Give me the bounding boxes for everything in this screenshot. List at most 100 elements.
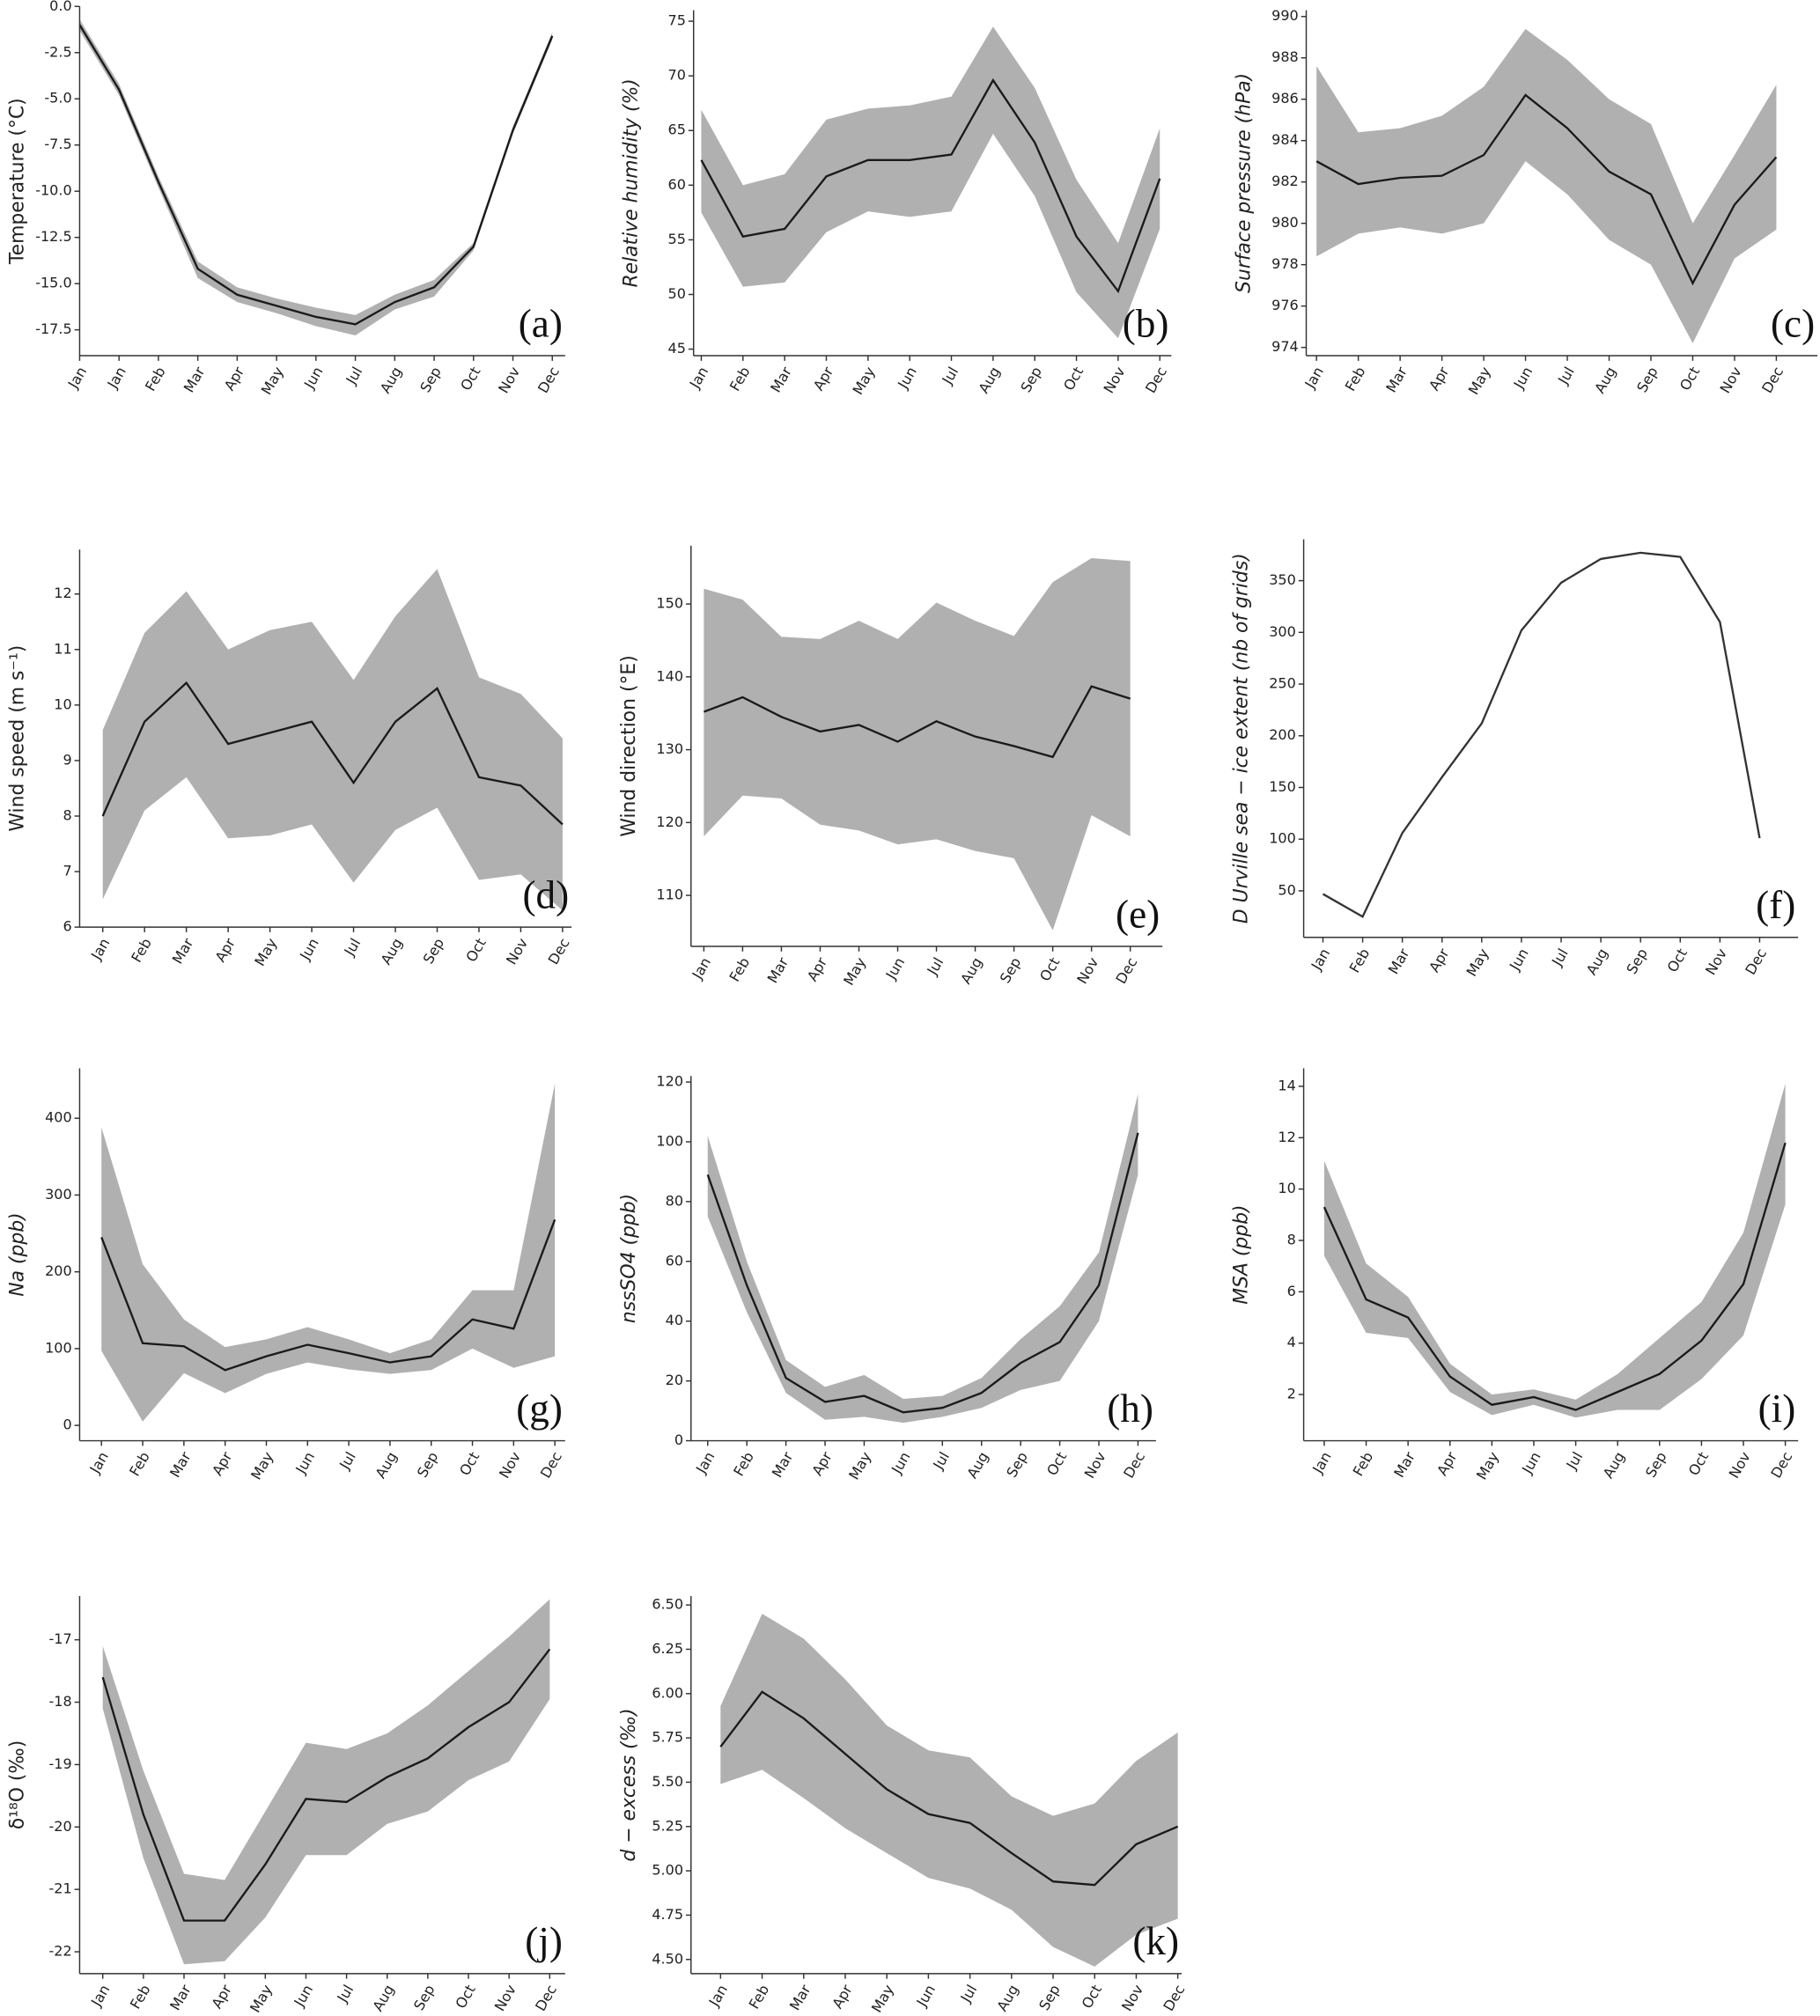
confidence-band	[707, 1093, 1138, 1424]
x-tick-label: Sep	[420, 935, 448, 967]
x-tick-label: Jul	[929, 1449, 953, 1473]
y-tick-label: 200	[1269, 726, 1296, 743]
y-tick-label: 8	[63, 806, 71, 823]
x-tick-label: Mar	[181, 364, 209, 395]
x-tick-label: Sep	[1017, 364, 1045, 395]
x-tick-label: Oct	[1685, 1449, 1712, 1479]
panel-label: (d)	[522, 872, 569, 916]
x-tick-label: Nov	[1073, 954, 1102, 987]
x-tick-label: Nov	[1726, 1448, 1754, 1481]
panel-label: (a)	[519, 301, 563, 345]
x-tick-label: Jul	[924, 954, 947, 978]
x-tick-label: Dec	[1112, 954, 1140, 986]
x-tick-label: Apr	[804, 954, 831, 984]
panel-label: (b)	[1123, 301, 1169, 345]
x-tick-label: Jan	[87, 1982, 113, 2010]
confidence-band	[701, 26, 1161, 339]
panel-label: (g)	[516, 1387, 563, 1431]
x-tick-label: Jan	[692, 1449, 718, 1477]
mean-line	[101, 681, 564, 826]
x-tick-label: Aug	[963, 1449, 991, 1482]
y-tick-label: 55	[668, 231, 686, 247]
x-tick-label: Feb	[746, 1982, 773, 2012]
x-tick-label: Oct	[1079, 1982, 1105, 2012]
y-tick-label: 974	[1271, 338, 1299, 355]
x-tick-label: Apr	[829, 1982, 856, 2012]
x-tick-label: Jun	[1506, 945, 1531, 974]
y-tick-label: 50	[668, 285, 686, 302]
x-tick-label: Feb	[1342, 364, 1369, 394]
y-tick-label: 130	[656, 740, 683, 757]
x-tick-label: Dec	[1160, 1982, 1188, 2013]
y-axis-label: MSA (ppb)	[1231, 1204, 1253, 1304]
x-tick-label: Apr	[1433, 1449, 1461, 1479]
x-tick-label: Dec	[532, 1982, 560, 2013]
y-tick-label: -18	[48, 1693, 71, 1710]
x-tick-label: Aug	[377, 364, 405, 396]
y-tick-label: -10.0	[35, 182, 71, 199]
x-tick-label: Dec	[1767, 1449, 1795, 1481]
y-tick-label: 0	[63, 1416, 71, 1433]
x-tick-label: Nov	[1702, 945, 1730, 978]
y-tick-label: 40	[666, 1312, 683, 1328]
x-tick-label: Sep	[410, 1982, 438, 2013]
x-tick-label: Dec	[1142, 364, 1170, 395]
x-tick-label: Mar	[1385, 945, 1413, 977]
panel-label: (i)	[1758, 1387, 1796, 1431]
x-tick-label: Feb	[127, 1982, 154, 2012]
y-tick-label: 0	[674, 1431, 683, 1448]
x-tick-label: Jun	[296, 935, 321, 963]
y-tick-label: -21	[48, 1880, 71, 1897]
y-axis-label: d − excess (‰)	[618, 1708, 640, 1861]
panel-label: (k)	[1132, 1919, 1179, 1963]
x-tick-label: May	[251, 935, 280, 969]
y-axis-label: Wind speed (m s⁻¹)	[6, 645, 28, 832]
y-tick-label: 45	[668, 340, 686, 357]
mean-line	[78, 24, 554, 326]
y-tick-label: 10	[54, 695, 71, 712]
y-tick-label: 6.50	[652, 1596, 683, 1613]
y-tick-label: 10	[1278, 1180, 1295, 1196]
mean-line	[1323, 1142, 1787, 1411]
y-tick-label: -2.5	[44, 43, 71, 60]
x-tick-label: Jan	[64, 364, 90, 392]
y-tick-label: 982	[1271, 173, 1299, 189]
x-tick-label: Mar	[166, 1449, 195, 1481]
y-tick-label: 976	[1271, 297, 1299, 313]
x-tick-label: Jul	[1563, 1449, 1587, 1473]
x-tick-label: Jan	[104, 364, 129, 392]
x-tick-label: Sep	[997, 954, 1025, 986]
panel: 974 976 978 980 982 984 986 988 990 Jan Feb Mar Apr M…	[1233, 7, 1818, 398]
x-tick-label: May	[1473, 1448, 1502, 1483]
x-tick-label: Jan	[686, 364, 711, 392]
x-tick-label: Nov	[1118, 1982, 1146, 2014]
panel: 4.50 4.75 5.00 5.25 5.50 5.75 6.00 6.25 6.50 Jan F…	[618, 1596, 1189, 2016]
panel-label: (c)	[1771, 301, 1815, 345]
x-tick-label: Sep	[1633, 364, 1662, 395]
x-tick-label: Jun	[888, 1449, 913, 1477]
y-tick-label: 7	[63, 863, 71, 879]
y-tick-label: 300	[1269, 623, 1296, 640]
x-tick-label: Jan	[689, 954, 714, 982]
x-tick-label: Jan	[1308, 1449, 1334, 1477]
confidence-band	[102, 569, 563, 911]
y-tick-label: 200	[45, 1262, 72, 1279]
panel-label: (f)	[1756, 883, 1795, 927]
x-tick-label: Feb	[128, 935, 155, 965]
y-tick-label: 150	[1269, 778, 1296, 795]
x-tick-label: Jun	[300, 364, 326, 392]
x-tick-label: Sep	[1623, 945, 1651, 977]
y-tick-label: 6	[1287, 1283, 1296, 1299]
x-tick-label: Apr	[212, 935, 239, 965]
y-tick-label: 65	[668, 121, 686, 138]
x-tick-label: Apr	[1426, 364, 1453, 394]
y-tick-label: 300	[45, 1186, 72, 1203]
x-tick-label: Nov	[495, 364, 523, 396]
x-tick-label: Dec	[534, 364, 563, 395]
y-tick-label: 80	[666, 1192, 683, 1209]
y-tick-label: 110	[656, 887, 683, 903]
x-tick-label: Mar	[786, 1982, 814, 2013]
x-tick-label: Oct	[1043, 1449, 1070, 1479]
x-tick-label: May	[247, 1982, 276, 2016]
y-tick-label: -12.5	[35, 228, 71, 245]
